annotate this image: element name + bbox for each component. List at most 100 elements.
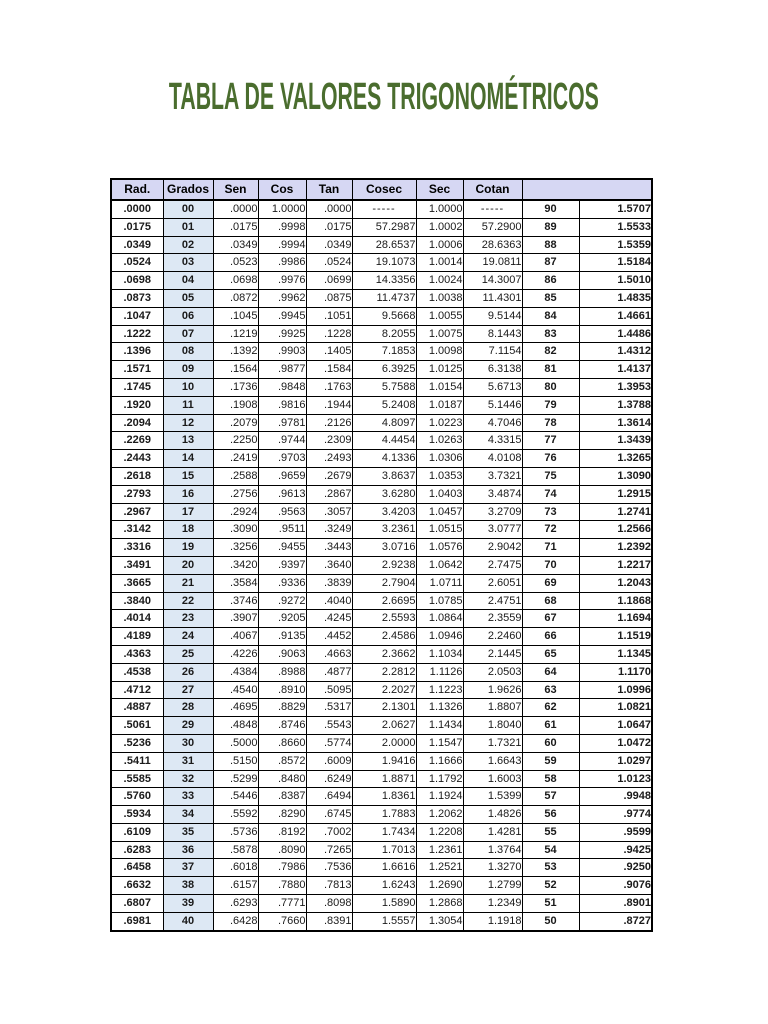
table-row: .2094 12.2079.9781.2126 4.8097 1.0223 4.7046… bbox=[110, 413, 653, 433]
cell-cos: .9877 bbox=[257, 360, 307, 379]
cell-cosec: 6.3925 bbox=[351, 360, 417, 379]
cell-sec: 1.0306 bbox=[415, 449, 464, 468]
cell-sec: 1.2208 bbox=[415, 822, 464, 842]
cell-rad-complement: .9599 bbox=[578, 822, 653, 842]
table-row: .0698 04.0698.9976.0699 14.3356 1.0024 14.30… bbox=[110, 271, 653, 290]
cell-grados-complement: 74 bbox=[521, 484, 580, 504]
cell-rad: .5934 bbox=[110, 805, 164, 824]
table-row: .6981 40.6428.7660.8391 1.5557 1.3054 1.1918… bbox=[110, 911, 653, 932]
table-row: .5061 29.4848.8746.5543 2.0627 1.1434 1.8040… bbox=[110, 716, 653, 735]
cell-grados-complement: 55 bbox=[521, 822, 580, 842]
table-row: .0873 05.0872.9962.0875 11.4737 1.0038 11.43… bbox=[110, 288, 653, 308]
cell-grados: 05 bbox=[162, 288, 214, 308]
cell-sen: .4067 bbox=[212, 627, 259, 646]
cell-rad-complement: .9774 bbox=[578, 805, 653, 824]
cell-cotan: 7.1154 bbox=[462, 342, 523, 362]
cell-rad: .2967 bbox=[110, 502, 164, 522]
cell-tan: .6009 bbox=[305, 751, 353, 771]
table-row: .1047 06.1045.9945.1051 9.5668 1.0055 9.5144… bbox=[110, 306, 653, 326]
cell-cotan: 1.5399 bbox=[462, 787, 523, 807]
cell-sec: 1.1126 bbox=[415, 662, 464, 682]
cell-grados-complement: 90 bbox=[521, 199, 580, 219]
cell-tan: .1405 bbox=[305, 342, 353, 362]
cell-rad: .1047 bbox=[110, 306, 164, 326]
cell-grados-complement: 70 bbox=[521, 555, 580, 575]
cell-cos: .9205 bbox=[257, 609, 307, 629]
cell-tan: .0524 bbox=[305, 253, 353, 273]
cell-sec: 1.0154 bbox=[415, 377, 464, 397]
cell-sen: .2756 bbox=[212, 484, 259, 504]
cell-grados: 16 bbox=[162, 484, 214, 504]
cell-rad-complement: 1.4312 bbox=[578, 342, 653, 362]
cell-grados: 23 bbox=[162, 609, 214, 629]
table-row: .0349 02.0349.9994.0349 28.6537 1.0006 28.63… bbox=[110, 235, 653, 255]
cell-grados-complement: 69 bbox=[521, 573, 580, 593]
table-row: .3665 21.3584.9336.3839 2.7904 1.0711 2.6051… bbox=[110, 573, 653, 593]
cell-cotan: 8.1443 bbox=[462, 324, 523, 344]
cell-cotan: 11.4301 bbox=[462, 288, 523, 308]
cell-cotan: 2.2460 bbox=[462, 627, 523, 646]
cell-cotan: 3.7321 bbox=[462, 466, 523, 486]
cell-cos: .9976 bbox=[257, 271, 307, 290]
cell-grados: 29 bbox=[162, 716, 214, 735]
cell-grados: 08 bbox=[162, 342, 214, 362]
page-title: TABLA DE VALORES TRIGONOMÉTRICOS bbox=[169, 76, 599, 118]
cell-tan: .6494 bbox=[305, 787, 353, 807]
cell-grados-complement: 72 bbox=[521, 520, 580, 540]
cell-tan: .0349 bbox=[305, 235, 353, 255]
cell-rad-complement: .8901 bbox=[578, 894, 653, 913]
cell-grados-complement: 67 bbox=[521, 609, 580, 629]
cell-rad-complement: 1.1170 bbox=[578, 662, 653, 682]
cell-rad: .2618 bbox=[110, 466, 164, 486]
cell-tan: .8098 bbox=[305, 894, 353, 913]
cell-grados: 28 bbox=[162, 698, 214, 718]
cell-rad: .0175 bbox=[110, 217, 164, 237]
cell-cosec: 1.5557 bbox=[351, 911, 417, 932]
cell-sen: .5446 bbox=[212, 787, 259, 807]
cell-tan: .2126 bbox=[305, 413, 353, 433]
cell-sec: 1.0263 bbox=[415, 431, 464, 451]
cell-cos: .7771 bbox=[257, 894, 307, 913]
cell-sen: .1392 bbox=[212, 342, 259, 362]
cell-tan: .2679 bbox=[305, 466, 353, 486]
cell-cotan: 1.2799 bbox=[462, 876, 523, 896]
cell-grados-complement: 86 bbox=[521, 271, 580, 290]
cell-rad-complement: 1.2217 bbox=[578, 555, 653, 575]
cell-sec: 1.1434 bbox=[415, 716, 464, 735]
cell-grados-complement: 71 bbox=[521, 538, 580, 557]
cell-sen: .0872 bbox=[212, 288, 259, 308]
cell-grados-complement: 68 bbox=[521, 591, 580, 611]
cell-rad-complement: 1.3953 bbox=[578, 377, 653, 397]
cell-rad-complement: 1.2915 bbox=[578, 484, 653, 504]
cell-rad: .6807 bbox=[110, 894, 164, 913]
cell-rad-complement: 1.0996 bbox=[578, 680, 653, 700]
cell-grados: 39 bbox=[162, 894, 214, 913]
cell-rad-complement: 1.1519 bbox=[578, 627, 653, 646]
cell-sen: .0523 bbox=[212, 253, 259, 273]
cell-sen: .3584 bbox=[212, 573, 259, 593]
cell-cos: .9848 bbox=[257, 377, 307, 397]
cell-grados: 31 bbox=[162, 751, 214, 771]
header-sec: Sec bbox=[415, 178, 464, 201]
table-row: .5760 33.5446.8387.6494 1.8361 1.1924 1.5399… bbox=[110, 787, 653, 807]
cell-cotan: 9.5144 bbox=[462, 306, 523, 326]
cell-tan: .5317 bbox=[305, 698, 353, 718]
cell-tan: .0000 bbox=[305, 199, 353, 219]
cell-sen: .4540 bbox=[212, 680, 259, 700]
cell-tan: .5774 bbox=[305, 733, 353, 753]
cell-grados-complement: 80 bbox=[521, 377, 580, 397]
cell-rad-complement: 1.5010 bbox=[578, 271, 653, 290]
cell-rad: .6109 bbox=[110, 822, 164, 842]
cell-cotan: 28.6363 bbox=[462, 235, 523, 255]
cell-rad-complement: .9076 bbox=[578, 876, 653, 896]
cell-cotan: 1.3270 bbox=[462, 858, 523, 878]
cell-cosec: 8.2055 bbox=[351, 324, 417, 344]
cell-sen: .5878 bbox=[212, 840, 259, 860]
cell-grados: 03 bbox=[162, 253, 214, 273]
cell-rad-complement: .8727 bbox=[578, 911, 653, 932]
table-row: .6109 35.5736.8192.7002 1.7434 1.2208 1.4281… bbox=[110, 822, 653, 842]
cell-rad-complement: 1.4486 bbox=[578, 324, 653, 344]
cell-sen: .2924 bbox=[212, 502, 259, 522]
cell-grados: 34 bbox=[162, 805, 214, 824]
